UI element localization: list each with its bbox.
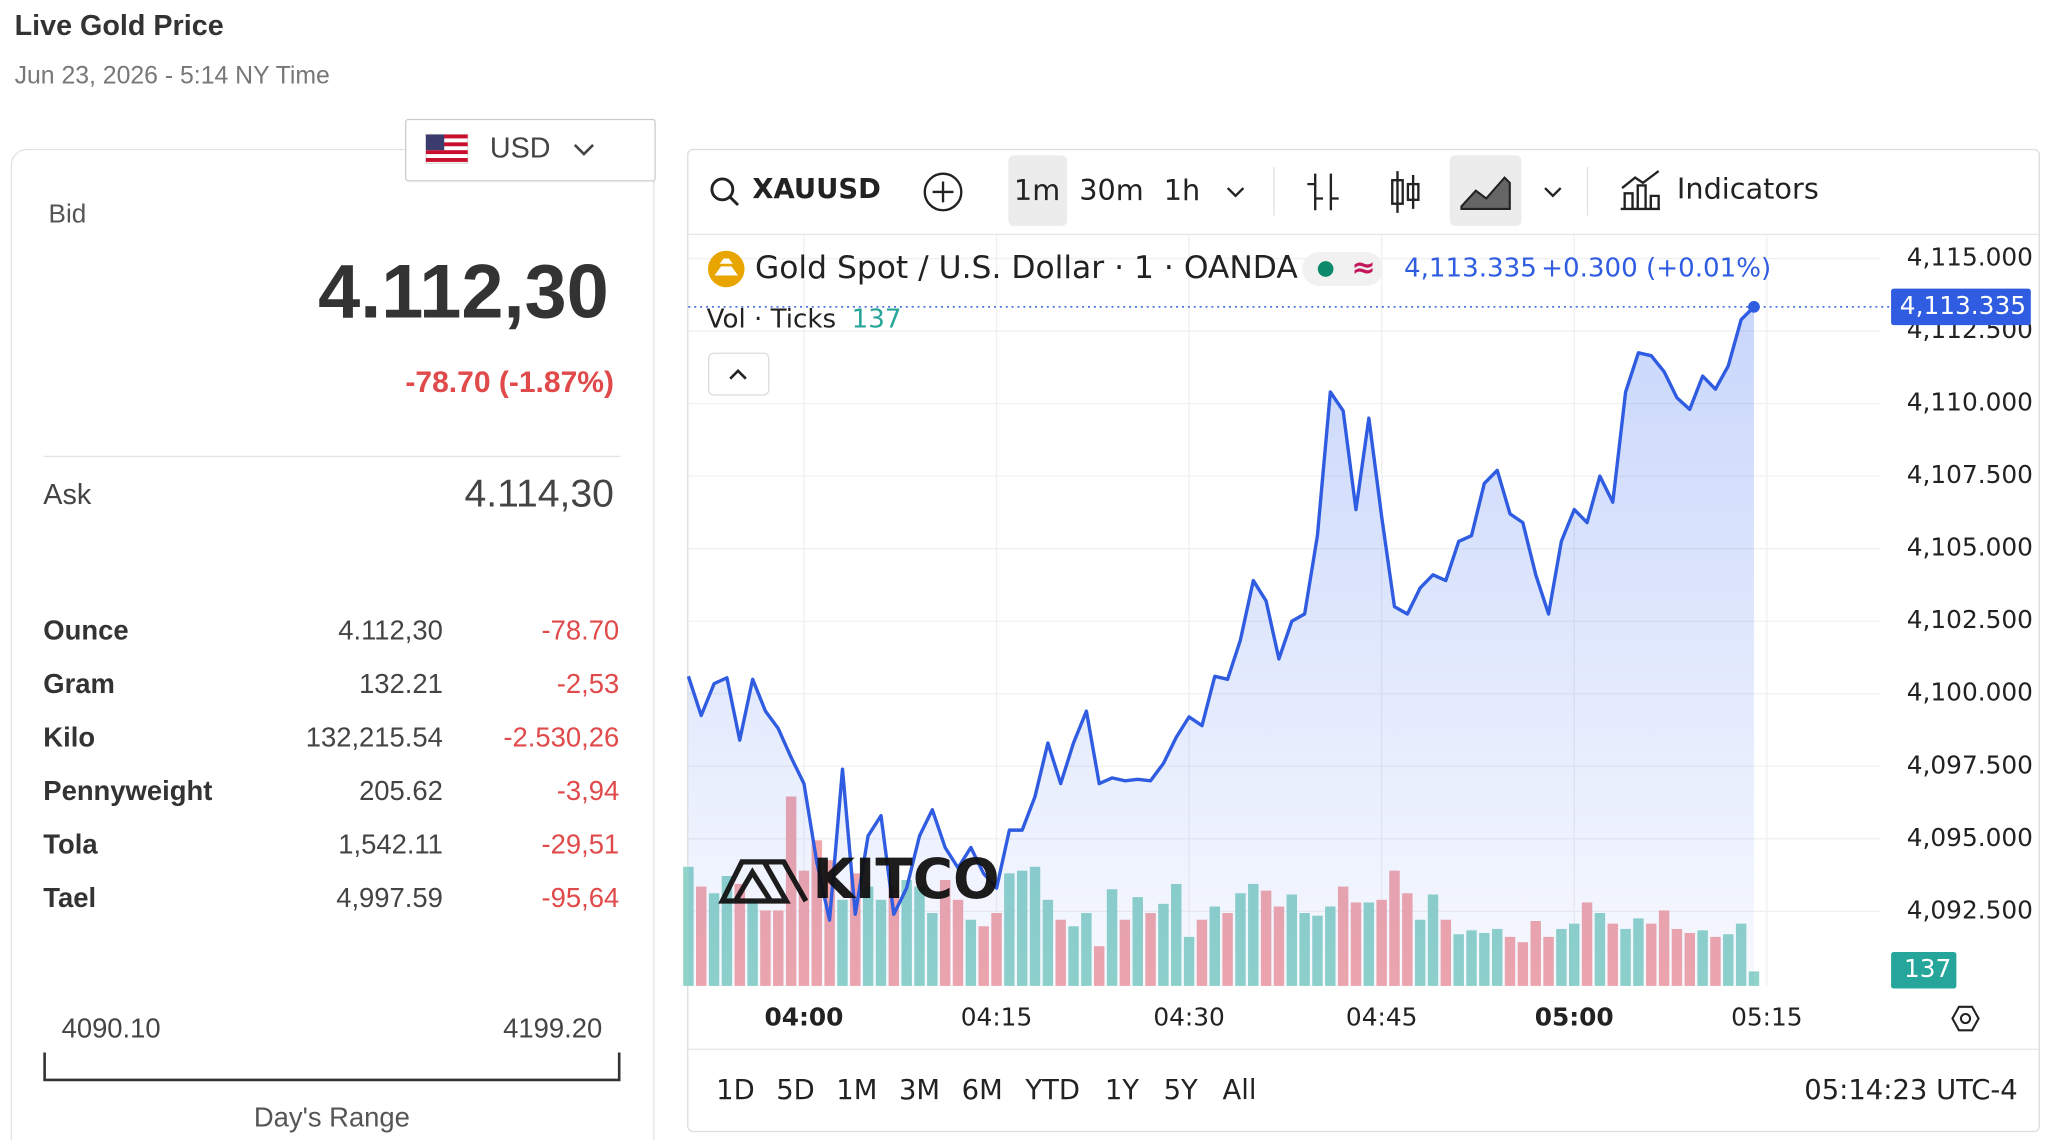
interval-button[interactable]: 1m [1014, 173, 1060, 207]
unit-change: -3,94 [557, 775, 619, 806]
style-menu[interactable] [1544, 187, 1562, 198]
bid-label: Bid [49, 198, 87, 228]
x-tick-label: 04:00 [764, 1003, 843, 1032]
price-tag-label: 4,113.335 [1900, 291, 2026, 320]
last-point [1748, 300, 1760, 313]
unit-price: 4.112,30 [338, 614, 443, 645]
clock: 05:14:23 UTC-4 [1804, 1075, 2017, 1106]
price-line [686, 305, 1756, 922]
x-tick-label: 05:00 [1535, 1003, 1614, 1032]
volume-tag-label: 137 [1904, 954, 1951, 983]
unit-change: -29,51 [541, 828, 619, 859]
range-high: 4199.20 [503, 1013, 602, 1044]
range-button[interactable]: 5D [776, 1075, 815, 1106]
y-tick-label: 4,100.000 [1907, 678, 2033, 707]
range-button[interactable]: 5Y [1164, 1075, 1198, 1106]
page-subtitle: Jun 23, 2026 - 5:14 NY Time [15, 63, 330, 90]
currency-label: USD [490, 133, 551, 165]
x-tick-label: 05:15 [1731, 1003, 1802, 1032]
unit-price: 205.62 [359, 775, 443, 806]
interval-menu[interactable] [1226, 187, 1245, 198]
axis-settings[interactable] [1951, 1005, 1980, 1032]
range-button[interactable]: 1M [836, 1075, 877, 1106]
legend-last: 4,113.335 [1404, 254, 1537, 284]
chevron [573, 144, 594, 156]
area-icon [1460, 176, 1511, 210]
range-low: 4090.10 [62, 1013, 161, 1044]
unit-table: Ounce 4.112,30 -78.70 Gram 132.21 -2,53 Kilo 13… [43, 614, 619, 913]
compare-button[interactable] [923, 172, 963, 212]
y-tick-label: 4,095.000 [1907, 823, 2033, 852]
unit-name: Ounce [43, 614, 128, 645]
watermark: KITCO [718, 847, 1000, 911]
symbol-search[interactable]: XAUUSD [710, 174, 881, 207]
interval-button[interactable]: 30m [1079, 173, 1144, 207]
collapse-legend[interactable] [707, 352, 770, 396]
y-tick-label: 4,110.000 [1907, 388, 2033, 417]
ask-value: 4.114,30 [464, 473, 614, 516]
unit-name: Pennyweight [43, 775, 212, 806]
unit-price: 132.21 [359, 668, 443, 699]
x-tick-label: 04:45 [1346, 1003, 1417, 1032]
flag-icon [425, 133, 469, 164]
interval-selected [1008, 155, 1068, 226]
unit-name: Gram [43, 668, 115, 699]
indicators-button[interactable]: Indicators [1620, 170, 1819, 211]
range-button[interactable]: 1Y [1105, 1075, 1139, 1106]
legend-change: +0.300 (+0.01%) [1541, 254, 1771, 284]
y-tick-label: 4,102.500 [1907, 605, 2033, 634]
market-status [1302, 252, 1384, 286]
status-dot [1317, 261, 1334, 277]
y-tick-label: 4,092.500 [1907, 895, 2033, 924]
legend-series: Gold Spot / U.S. Dollar · 1 · OANDA [755, 250, 1298, 286]
volume-legend-value: 137 [852, 304, 902, 334]
quote-card [10, 148, 655, 1140]
price-tag [1891, 288, 2031, 326]
page-title: Live Gold Price [15, 10, 224, 42]
symbol: XAUUSD [752, 174, 880, 205]
range-button[interactable]: 1D [716, 1075, 755, 1106]
unit-change: -95,64 [541, 882, 619, 913]
bars-style[interactable] [1307, 173, 1339, 211]
unit-price: 4,997.59 [336, 882, 443, 913]
y-tick-label: 4,107.500 [1907, 460, 2033, 489]
unit-change: -78.70 [541, 614, 619, 645]
range-button[interactable]: 6M [962, 1075, 1003, 1106]
currency-select[interactable]: USD [405, 118, 656, 182]
unit-name: Tola [43, 828, 98, 859]
x-tick-label: 04:30 [1153, 1003, 1224, 1032]
candles-style[interactable] [1391, 171, 1420, 213]
bid-value: 4.112,30 [318, 250, 609, 335]
price-area [688, 306, 1754, 986]
unit-name: Kilo [43, 721, 95, 752]
ask-label: Ask [43, 479, 92, 511]
unit-price: 132,215.54 [306, 721, 443, 752]
status-icon: ≈ [1351, 250, 1375, 284]
x-tick-label: 04:15 [961, 1003, 1032, 1032]
range-label: Day's Range [254, 1101, 410, 1132]
range-button[interactable]: 3M [899, 1075, 940, 1106]
range-bar [43, 1052, 621, 1082]
logo-mark [714, 258, 739, 276]
volume-tag [1891, 951, 1957, 989]
volume-legend: Vol · Ticks [707, 304, 836, 334]
indicators-label: Indicators [1677, 172, 1819, 206]
bid-change: -78.70 (-1.87%) [405, 366, 614, 399]
unit-change: -2.530,26 [503, 721, 619, 752]
range-button[interactable]: All [1222, 1075, 1256, 1106]
y-tick-label: 4,105.000 [1907, 533, 2033, 562]
unit-price: 1,542.11 [338, 828, 443, 859]
watermark-text: KITCO [812, 847, 999, 911]
unit-change: -2,53 [557, 668, 619, 699]
unit-name: Tael [43, 882, 96, 913]
interval-button[interactable]: 1h [1164, 173, 1200, 207]
y-tick-label: 4,097.500 [1907, 750, 2033, 779]
range-button[interactable]: YTD [1024, 1075, 1080, 1106]
y-tick-label: 4,115.000 [1907, 243, 2033, 272]
